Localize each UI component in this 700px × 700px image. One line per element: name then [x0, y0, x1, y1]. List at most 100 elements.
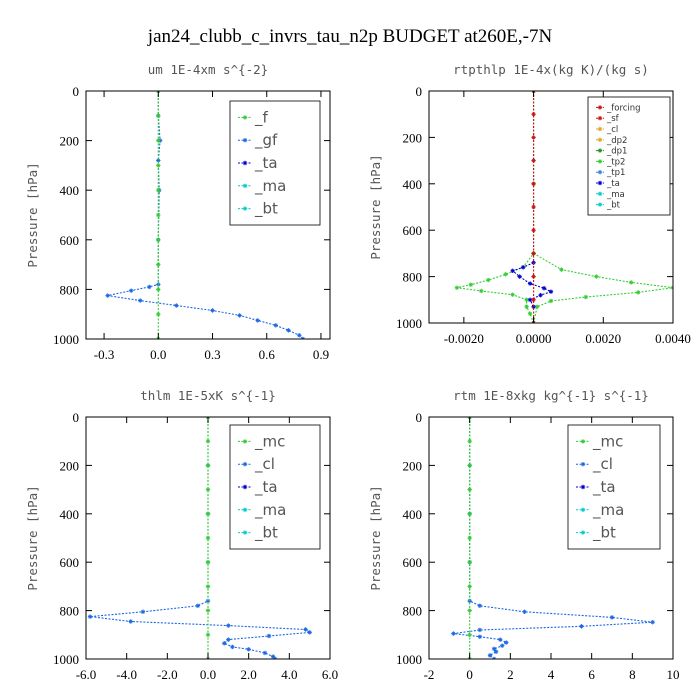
data-point — [635, 290, 641, 295]
data-point-d2 — [156, 138, 161, 143]
data-point — [594, 274, 599, 279]
data-point-d2 — [206, 417, 209, 419]
x-tick-label: -6.0 — [76, 667, 97, 682]
data-point — [510, 292, 515, 297]
legend-marker-d2 — [598, 170, 602, 175]
legend-marker — [580, 507, 586, 512]
series-group — [105, 91, 306, 339]
legend-marker-d2 — [581, 462, 585, 467]
data-point — [468, 282, 474, 287]
data-point-d2 — [549, 289, 553, 294]
y-tick-label: 0 — [416, 410, 423, 425]
data-point — [479, 288, 484, 294]
data-point-d2 — [498, 637, 502, 642]
data-point — [300, 336, 306, 339]
data-point-d2 — [206, 463, 210, 468]
data-point-d2 — [671, 287, 673, 290]
data-point-d2 — [128, 619, 133, 624]
subplot-title: thlm 1E-5xK s^{-1} — [140, 388, 275, 403]
data-point — [497, 637, 503, 642]
y-tick-label: 1000 — [53, 332, 79, 347]
data-point-d2 — [467, 584, 472, 589]
data-point — [205, 632, 211, 637]
data-point — [531, 274, 536, 279]
legend-marker — [242, 462, 248, 467]
data-point-d2 — [500, 643, 505, 648]
data-point-d2 — [521, 265, 525, 270]
legend-marker — [597, 126, 603, 132]
y-axis-label: Pressure [hPa] — [368, 154, 383, 259]
legend-marker — [242, 484, 248, 490]
data-point-d2 — [141, 609, 145, 614]
legend-marker — [597, 170, 603, 175]
data-point — [467, 511, 472, 516]
data-point-d1 — [207, 417, 210, 419]
legend-marker-d2 — [598, 137, 602, 142]
data-point-d2 — [206, 511, 210, 516]
data-point — [205, 487, 211, 492]
series-group — [454, 91, 673, 323]
data-point-d2 — [503, 272, 508, 277]
data-point-d2 — [226, 637, 231, 642]
data-point-d1 — [533, 91, 536, 93]
legend-entry: _tp1 — [606, 168, 625, 178]
data-point-d2 — [263, 651, 267, 655]
data-point — [230, 644, 235, 650]
legend-entry: _dp2 — [606, 136, 627, 146]
legend-entry: _cl — [606, 125, 618, 135]
data-point-d2 — [650, 620, 655, 625]
data-point-d2 — [531, 91, 535, 93]
data-point — [205, 511, 211, 516]
legend: _f _gf _ta _ma _bt — [229, 100, 321, 226]
data-point-d2 — [206, 560, 210, 565]
series-group — [451, 417, 655, 659]
legend-marker-d2 — [243, 183, 247, 188]
data-point — [510, 268, 515, 273]
data-point-d2 — [493, 657, 496, 659]
legend-entry: _bt — [254, 524, 278, 543]
data-point-d2 — [303, 627, 308, 632]
data-point — [538, 292, 543, 298]
x-tick-label: 6.0 — [322, 667, 338, 682]
x-tick-label: 2 — [507, 667, 514, 682]
legend-entry: _bt — [592, 524, 616, 543]
data-point-d2 — [467, 632, 472, 637]
data-point-d2 — [230, 645, 235, 649]
legend-entry: _gf — [254, 131, 278, 150]
data-point-d2 — [156, 113, 161, 118]
data-point-d2 — [524, 297, 529, 302]
data-point — [262, 650, 268, 656]
data-point — [491, 656, 497, 659]
data-point — [205, 463, 211, 468]
data-point-d2 — [156, 158, 161, 163]
y-tick-label: 0 — [73, 410, 80, 425]
subplot-3: thlm 1E-5xK s^{-1} Pressure [hPa] -6.0 -4.0… — [25, 388, 338, 682]
data-point-d2 — [206, 608, 210, 613]
x-tick-label: 0.0040 — [655, 331, 691, 346]
data-point-d2 — [286, 328, 291, 333]
legend-marker — [242, 507, 248, 512]
data-point-d2 — [157, 337, 161, 339]
data-point — [477, 634, 483, 639]
data-point-d2 — [156, 287, 161, 292]
data-point-d2 — [531, 274, 536, 279]
legend-marker — [597, 159, 603, 164]
data-point-d2 — [469, 282, 473, 287]
data-point-d2 — [237, 313, 242, 318]
legend-marker-d2 — [243, 115, 247, 120]
y-tick-label: 0 — [73, 84, 80, 99]
x-tick-label: 6 — [588, 667, 595, 682]
data-point-d2 — [579, 624, 584, 629]
legend-marker-d2 — [598, 191, 602, 196]
x-tick-label: 0.0 — [150, 347, 166, 362]
data-point-d2 — [531, 205, 536, 209]
legend-marker — [597, 202, 603, 207]
data-point — [531, 112, 536, 117]
legend-entry: _mc — [592, 432, 623, 451]
legend-marker-d2 — [598, 116, 602, 121]
legend-marker — [597, 148, 603, 153]
x-tick-label: 8 — [629, 667, 636, 682]
legend: _mc _cl _ta _ma _bt — [567, 424, 661, 550]
x-tick-label: 0.3 — [204, 347, 220, 362]
data-point-d1 — [671, 285, 673, 289]
